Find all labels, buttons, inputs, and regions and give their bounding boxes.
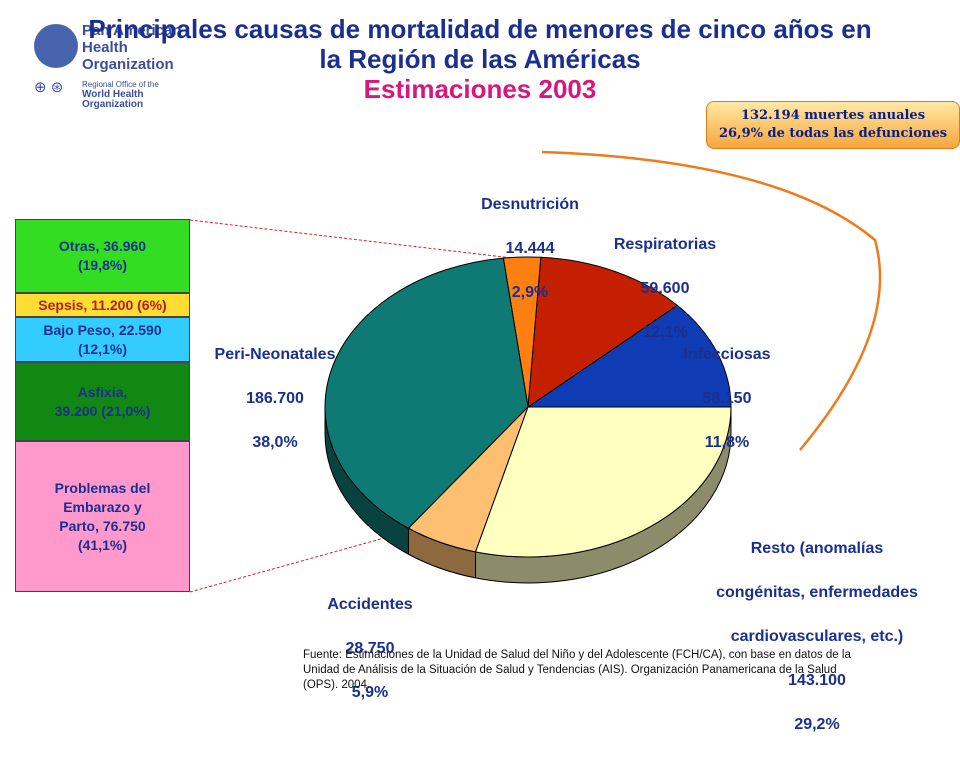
logo-name-line2: Health (82, 39, 128, 56)
logo-regional-line1: Regional Office of the (82, 80, 159, 89)
title-line3: Estimaciones 2003 (363, 74, 597, 104)
pie-chart (189, 150, 882, 593)
label-desnutricion-value: 14.444 (505, 240, 555, 257)
breakdown-connector-top (189, 219, 513, 259)
source-note: Fuente: Estimaciones de la Unidad de Sal… (303, 649, 851, 691)
slice-label-perineonatales: Peri-Neonatales 186.700 38,0% (190, 322, 360, 476)
paho-logo: Pan American Health Organization ⊕ ⊛ Reg… (30, 20, 205, 110)
label-resto-line1: Resto (anomalías (750, 540, 884, 557)
title-line1: Principales causas de mortalidad de meno… (88, 14, 872, 44)
slice-label-resto: Resto (anomalías congénitas, enfermedade… (672, 516, 960, 758)
label-resto-pct: 29,2% (794, 716, 840, 733)
slice-label-respiratorias: Respiratorias 59.600 12,1% (600, 212, 730, 366)
label-accidentes-name: Accidentes (327, 596, 413, 613)
pie-slice-peri-neonatales (324, 257, 529, 529)
label-resto-line3: cardiovasculares, etc.) (730, 628, 904, 645)
label-perineonatales-pct: 38,0% (252, 434, 298, 451)
label-perineonatales-name: Peri-Neonatales (214, 346, 336, 363)
label-respiratorias-value: 59.600 (640, 280, 690, 297)
label-resto-line2: congénitas, enfermedades (716, 584, 918, 601)
page-title: Principales causas de mortalidad de meno… (0, 14, 960, 104)
label-respiratorias-pct: 12,1% (642, 324, 688, 341)
label-infecciosas-name: Infecciosas (683, 346, 771, 363)
pie-slice-resto-anomalias-congenitas-enfermedades-cardiovasculares-etc (474, 406, 732, 558)
title-line2: la Región de las Américas (319, 44, 641, 74)
callout-line2: 26,9% de todas las defunciones (718, 126, 948, 141)
breakdown-embarazo: Problemas del Embarazo y Parto, 76.750 (… (15, 441, 190, 592)
breakdown-asfixia: Asfixia, 39.200 (21,0%) (15, 362, 190, 441)
logo-regional-line2: World Health Organization (82, 89, 144, 110)
label-desnutricion-pct: 2,9% (511, 284, 549, 301)
label-infecciosas-value: 58.150 (702, 390, 752, 407)
label-desnutricion-name: Desnutrición (481, 196, 579, 213)
label-perineonatales-value: 186.700 (246, 390, 304, 407)
logo-name-line1: Pan American (82, 22, 182, 39)
label-infecciosas-pct: 11,8% (704, 434, 750, 451)
breakdown-sepsis: Sepsis, 11.200 (6%) (15, 293, 190, 317)
slice-label-accidentes: Accidentes 28.750 5,9% (305, 572, 435, 726)
label-accidentes-pct: 5,9% (351, 684, 389, 701)
logo-text: Pan American Health Organization (82, 22, 182, 73)
pie-slice-infecciosas (526, 304, 732, 408)
slice-label-desnutricion: Desnutrición 14.444 2,9% (465, 172, 595, 326)
label-resto-value: 143.100 (788, 672, 846, 689)
who-emblem-icon: ⊕ ⊛ (34, 79, 64, 96)
globe-icon (34, 24, 78, 68)
logo-name-line3: Organization (82, 56, 174, 73)
logo-regional-text: Regional Office of the World Health Orga… (82, 80, 205, 110)
breakdown-bajo-peso: Bajo Peso, 22.590 (12,1%) (15, 317, 190, 362)
slice-label-infecciosas: Infecciosas 58.150 11,8% (662, 322, 792, 476)
callout-line1: 132.194 muertes anuales (740, 108, 926, 123)
label-respiratorias-name: Respiratorias (613, 236, 717, 253)
label-accidentes-value: 28.750 (345, 640, 395, 657)
pie-slice-respiratorias (527, 256, 679, 409)
breakdown-connector-bottom (189, 529, 414, 593)
breakdown-otras: Otras, 36.960 (19,8%) (15, 219, 190, 293)
annual-deaths-callout: 132.194 muertes anuales 26,9% de todas l… (706, 101, 960, 149)
callout-bracket-arc (541, 150, 882, 451)
